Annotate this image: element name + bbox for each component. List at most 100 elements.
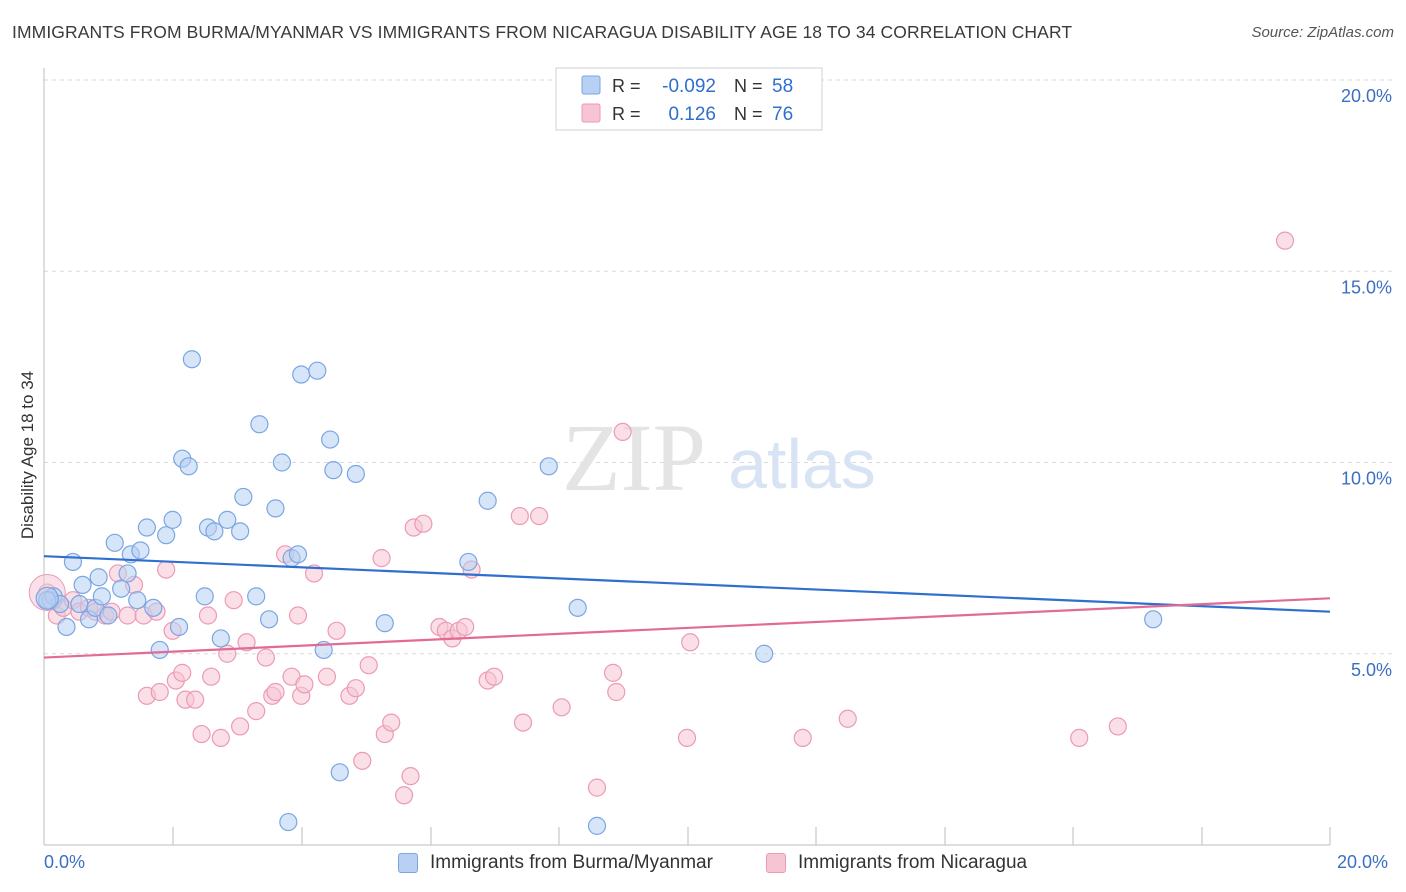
nicaragua-point-15 <box>150 682 169 702</box>
burma-point-44 <box>321 430 340 449</box>
burma-point-17 <box>137 518 156 537</box>
nicaragua-point-57 <box>456 617 475 637</box>
nicaragua-point-21 <box>186 690 205 709</box>
burma-point-21 <box>163 510 182 529</box>
axes <box>43 68 1331 846</box>
nicaragua-point-39 <box>304 564 324 583</box>
burma-point-40 <box>288 545 308 564</box>
burma-points <box>35 350 1163 835</box>
nicaragua-point-73 <box>1070 728 1089 748</box>
chart-title: IMMIGRANTS FROM BURMA/MYANMAR VS IMMIGRA… <box>12 22 1073 42</box>
stats-legend-pink-n-label: N = <box>734 104 763 124</box>
nicaragua-point-50 <box>401 767 420 786</box>
nicaragua-point-38 <box>295 675 314 694</box>
nicaragua-point-44 <box>353 751 372 770</box>
nicaragua-point-27 <box>224 591 243 610</box>
burma-point-19 <box>150 640 169 660</box>
burma-point-20 <box>157 526 176 545</box>
nicaragua-point-49 <box>394 786 414 805</box>
burma-point-37 <box>272 453 292 472</box>
nicaragua-point-66 <box>603 663 623 682</box>
stats-legend-blue-r-label: R = <box>612 76 641 96</box>
nicaragua-point-40 <box>317 667 337 686</box>
y-tick-label-2: 15.0% <box>1341 277 1392 297</box>
burma-point-57 <box>70 594 89 614</box>
nicaragua-point-33 <box>266 682 285 702</box>
nicaragua-point-63 <box>530 506 549 526</box>
nicaragua-point-10 <box>118 606 137 625</box>
burma-point-34 <box>250 415 269 434</box>
nicaragua-point-23 <box>198 606 218 625</box>
y-tick-labels: 5.0% 10.0% 15.0% 20.0% <box>1341 86 1392 680</box>
stats-legend: R = -0.092 N = 58 R = 0.126 N = 76 <box>555 67 823 131</box>
stats-legend-pink-swatch <box>581 103 601 123</box>
y-tick-label-1: 10.0% <box>1341 469 1392 489</box>
y-tick-label-3: 20.0% <box>1341 86 1392 106</box>
burma-point-50 <box>478 491 497 510</box>
nicaragua-point-45 <box>359 656 378 675</box>
bottom-legend-pink: Immigrants from Nicaragua <box>766 852 1027 874</box>
nicaragua-point-48 <box>382 713 401 732</box>
bottom-legend-blue-swatch <box>398 853 418 873</box>
burma-point-52 <box>568 598 587 617</box>
nicaragua-point-29 <box>237 633 256 652</box>
nicaragua-point-61 <box>510 506 529 526</box>
bottom-legend-blue: Immigrants from Burma/Myanmar <box>398 852 713 874</box>
burma-point-11 <box>105 533 124 552</box>
nicaragua-point-72 <box>838 709 857 728</box>
burma-point-18 <box>144 598 163 617</box>
nicaragua-point-74 <box>1108 717 1127 736</box>
burma-point-3 <box>57 617 76 637</box>
watermark-zip: ZIP <box>562 404 706 511</box>
burma-point-32 <box>234 487 253 507</box>
stats-legend-pink-n-value: 76 <box>772 104 793 125</box>
nicaragua-point-69 <box>677 728 697 748</box>
burma-point-9 <box>92 587 111 606</box>
watermark: ZIP atlas <box>562 404 876 511</box>
burma-point-25 <box>182 350 201 369</box>
burma-point-55 <box>1144 610 1163 629</box>
burma-point-53 <box>587 816 607 835</box>
stats-legend-pink-r-label: R = <box>612 104 641 124</box>
bottom-legend: Immigrants from Burma/Myanmar Immigrants… <box>0 852 1406 878</box>
bottom-legend-blue-label: Immigrants from Burma/Myanmar <box>430 852 713 873</box>
stats-legend-blue-r-value: -0.092 <box>662 76 716 97</box>
nicaragua-point-30 <box>247 702 266 721</box>
y-tick-label-0: 5.0% <box>1351 660 1392 680</box>
nicaragua-point-52 <box>414 514 433 533</box>
burma-point-4 <box>63 552 83 572</box>
watermark-atlas: atlas <box>728 425 876 503</box>
nicaragua-point-24 <box>202 667 221 686</box>
stats-legend-blue-n-value: 58 <box>772 76 793 97</box>
stats-legend-pink-r-value: 0.126 <box>668 104 716 125</box>
burma-point-26 <box>195 587 214 606</box>
bottom-legend-pink-label: Immigrants from Nicaragua <box>798 852 1028 873</box>
nicaragua-point-65 <box>587 778 607 797</box>
y-axis-label: Disability Age 18 to 34 <box>18 371 37 539</box>
nicaragua-point-16 <box>157 560 176 579</box>
burma-point-8 <box>89 568 108 587</box>
nicaragua-point-67 <box>607 682 626 702</box>
nicaragua-point-64 <box>552 698 571 717</box>
nicaragua-point-68 <box>613 422 632 441</box>
nicaragua-point-70 <box>681 633 700 652</box>
nicaragua-point-60 <box>485 667 504 686</box>
nicaragua-point-41 <box>327 621 346 640</box>
burma-point-16 <box>131 541 150 560</box>
trend-lines <box>43 555 1331 659</box>
burma-point-45 <box>324 461 343 480</box>
burma-point-31 <box>231 522 250 541</box>
burma-point-22 <box>169 617 189 637</box>
nicaragua-point-71 <box>793 728 812 748</box>
burma-point-49 <box>459 552 478 572</box>
burma-point-38 <box>279 812 298 832</box>
bottom-legend-pink-swatch <box>766 853 786 873</box>
nicaragua-point-43 <box>346 679 365 698</box>
burma-point-13 <box>118 564 137 583</box>
burma-point-33 <box>247 587 266 606</box>
nicaragua-trend-line <box>43 597 1331 659</box>
grid-lines <box>44 79 1392 655</box>
burma-point-15 <box>128 591 147 610</box>
nicaragua-point-46 <box>372 549 391 568</box>
burma-point-41 <box>292 365 311 384</box>
